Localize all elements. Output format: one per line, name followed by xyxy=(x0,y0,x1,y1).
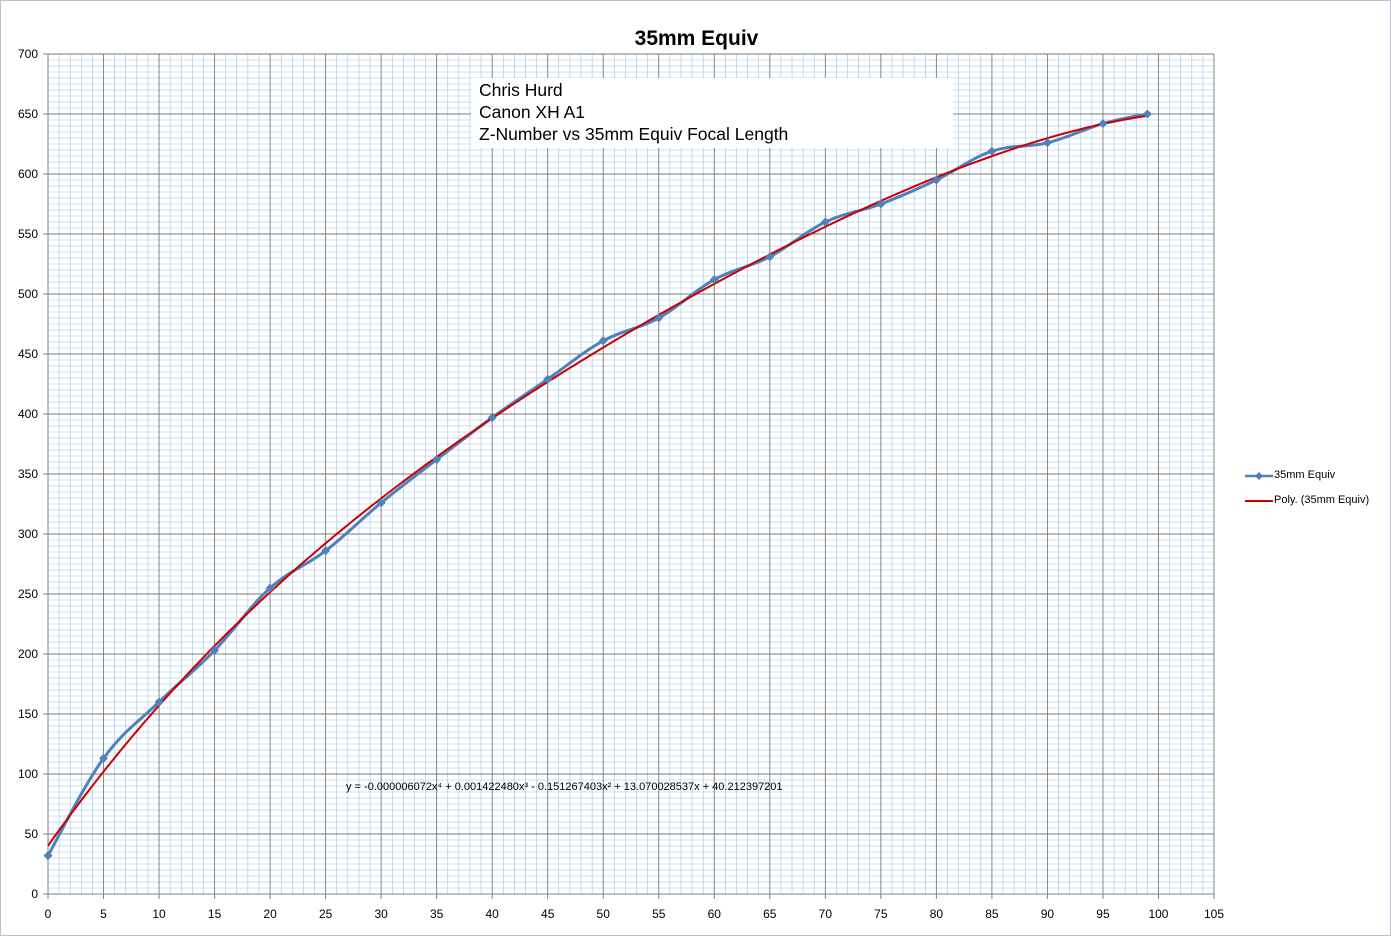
data-point-marker xyxy=(154,697,164,707)
data-point-marker xyxy=(265,583,275,593)
x-tick-label: 65 xyxy=(763,907,777,921)
data-point-marker xyxy=(99,753,109,763)
y-tick-label: 650 xyxy=(18,107,38,121)
data-point-marker xyxy=(709,275,719,285)
data-point-marker xyxy=(1142,109,1152,119)
y-tick-label: 600 xyxy=(18,167,38,181)
x-tick-label: 15 xyxy=(208,907,222,921)
y-tick-label: 350 xyxy=(18,467,38,481)
y-tick-label: 50 xyxy=(25,827,39,841)
legend-item-data-series: 35mm Equiv xyxy=(1241,467,1391,492)
x-tick-label: 85 xyxy=(985,907,999,921)
data-point-marker xyxy=(432,455,442,465)
trendline-poly xyxy=(47,114,1148,847)
y-tick-label: 700 xyxy=(18,47,38,61)
y-tick-label: 0 xyxy=(31,887,38,901)
data-point-marker xyxy=(820,217,830,227)
y-tick-label: 200 xyxy=(18,647,38,661)
x-tick-label: 25 xyxy=(319,907,333,921)
legend-label-trendline: Poly. (35mm Equiv) xyxy=(1274,494,1370,506)
data-point-marker xyxy=(987,146,997,156)
x-tick-label: 105 xyxy=(1204,907,1224,921)
data-point-marker xyxy=(598,336,608,346)
y-tick-label: 300 xyxy=(18,527,38,541)
x-tick-label: 80 xyxy=(930,907,944,921)
chart-title: 35mm Equiv xyxy=(634,27,759,50)
data-point-marker xyxy=(487,413,497,423)
annotation-line-description: Z-Number vs 35mm Equiv Focal Length xyxy=(479,124,789,144)
data-point-marker xyxy=(543,374,553,384)
data-point-marker xyxy=(376,498,386,508)
x-tick-label: 0 xyxy=(45,907,52,921)
data-point-marker xyxy=(43,851,53,861)
legend-red-line-icon xyxy=(1245,500,1273,502)
x-tick-label: 35 xyxy=(430,907,444,921)
y-tick-label: 400 xyxy=(18,407,38,421)
y-tick-label: 150 xyxy=(18,707,38,721)
y-tick-label: 450 xyxy=(18,347,38,361)
x-tick-label: 75 xyxy=(874,907,888,921)
x-tick-label: 100 xyxy=(1148,907,1168,921)
annotation-line-author: Chris Hurd xyxy=(479,80,563,100)
x-tick-label: 60 xyxy=(708,907,722,921)
x-tick-label: 70 xyxy=(819,907,833,921)
x-tick-label: 55 xyxy=(652,907,666,921)
x-tick-label: 50 xyxy=(597,907,611,921)
data-point-marker xyxy=(765,252,775,262)
data-point-marker xyxy=(654,313,664,323)
legend-diamond-line-icon xyxy=(1245,472,1273,480)
x-tick-label: 90 xyxy=(1041,907,1055,921)
legend-item-trendline: Poly. (35mm Equiv) xyxy=(1241,492,1391,517)
annotation-line-camera: Canon XH A1 xyxy=(479,102,586,122)
x-tick-label: 10 xyxy=(152,907,166,921)
x-tick-label: 30 xyxy=(374,907,388,921)
data-point-marker xyxy=(210,645,220,655)
x-tick-label: 40 xyxy=(486,907,500,921)
x-tick-label: 45 xyxy=(541,907,555,921)
data-point-marker xyxy=(1098,119,1108,129)
legend-label-data-series: 35mm Equiv xyxy=(1274,469,1336,481)
annotation-textbox: Chris Hurd Canon XH A1 Z-Number vs 35mm … xyxy=(471,78,953,148)
data-point-marker xyxy=(321,546,331,556)
data-point-marker xyxy=(931,175,941,185)
x-tick-label: 95 xyxy=(1096,907,1110,921)
y-tick-label: 100 xyxy=(18,767,38,781)
data-point-marker xyxy=(1042,138,1052,148)
x-tick-label: 5 xyxy=(100,907,107,921)
legend: 35mm Equiv Poly. (35mm Equiv) xyxy=(1241,467,1391,517)
trendline-equation: y = -0.000006072x⁴ + 0.001422480x³ - 0.1… xyxy=(346,781,783,793)
data-point-marker xyxy=(876,199,886,209)
y-tick-label: 500 xyxy=(18,287,38,301)
y-tick-label: 550 xyxy=(18,227,38,241)
x-tick-label: 20 xyxy=(263,907,277,921)
y-tick-label: 250 xyxy=(18,587,38,601)
